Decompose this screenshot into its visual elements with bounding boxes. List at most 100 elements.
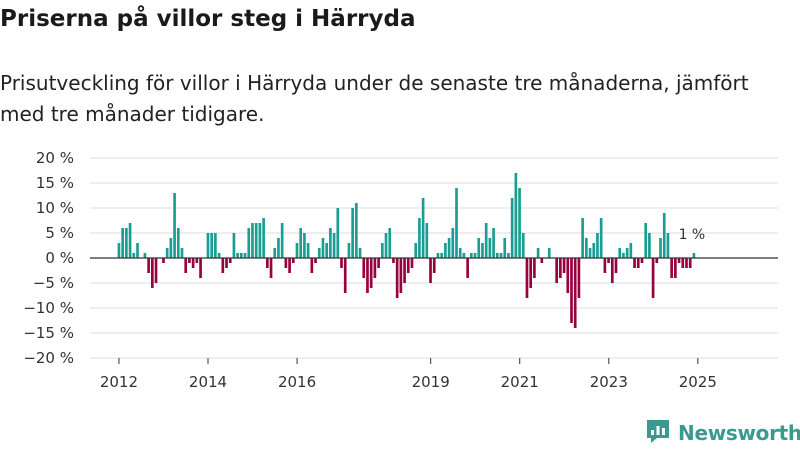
bar [299, 228, 303, 258]
bar [644, 223, 648, 258]
bar [610, 258, 614, 283]
bar [429, 258, 432, 283]
bar [585, 238, 588, 258]
bar [121, 228, 124, 258]
bar [291, 258, 295, 263]
bar [614, 258, 618, 273]
bar [210, 233, 214, 258]
bar [117, 243, 121, 258]
bar [269, 258, 273, 278]
bar [288, 258, 291, 273]
bar [547, 248, 551, 258]
bar [388, 228, 392, 258]
bar [507, 253, 510, 258]
bar [343, 258, 347, 293]
bar [681, 258, 685, 268]
bar [236, 253, 239, 258]
bar [366, 258, 369, 293]
bar [247, 228, 251, 258]
bar [633, 258, 636, 268]
bar [570, 258, 573, 323]
bar [503, 238, 507, 258]
bar [440, 253, 443, 258]
bar [533, 258, 536, 278]
bar [432, 258, 436, 273]
bar [599, 218, 603, 258]
bar [162, 258, 165, 263]
bar [603, 258, 607, 273]
bar [540, 258, 544, 263]
bar [377, 258, 380, 268]
bar [173, 193, 176, 258]
bar [351, 208, 354, 258]
bar [421, 198, 425, 258]
bar [295, 243, 299, 258]
y-tick-label: 20 % [36, 149, 74, 167]
bar [636, 258, 640, 268]
bar [473, 253, 477, 258]
bar [455, 188, 458, 258]
bar [314, 258, 317, 263]
bar [410, 258, 414, 268]
bar [648, 233, 651, 258]
bar [362, 258, 366, 278]
bar [317, 248, 321, 258]
bar [651, 258, 655, 298]
bar [184, 258, 188, 273]
bar [373, 258, 377, 278]
bar [692, 253, 696, 258]
bar [340, 258, 343, 268]
y-tick-label: 5 % [45, 224, 74, 242]
bar [403, 258, 406, 283]
x-tick-label: 2012 [100, 373, 138, 391]
bar [143, 253, 147, 258]
bar [662, 213, 666, 258]
bar [180, 248, 184, 258]
newsworthy-logo-icon [644, 417, 672, 449]
bar [154, 258, 158, 283]
bar [310, 258, 314, 273]
bar [566, 258, 570, 293]
bar [399, 258, 403, 293]
bar [132, 253, 136, 258]
bar [280, 223, 284, 258]
bar [536, 248, 540, 258]
bar [588, 248, 592, 258]
bar [618, 248, 622, 258]
bar [510, 198, 514, 258]
bar [436, 253, 440, 258]
bar [195, 258, 199, 263]
bar [228, 258, 232, 263]
bar [392, 258, 395, 263]
bar [607, 258, 610, 263]
y-tick-label: 15 % [36, 174, 74, 192]
bar [444, 243, 447, 258]
bar [265, 258, 269, 268]
bar [321, 238, 325, 258]
bar [395, 258, 399, 298]
bar [258, 223, 262, 258]
bars [117, 173, 696, 328]
bar [277, 238, 280, 258]
bar [481, 243, 484, 258]
bar [191, 258, 195, 268]
bar [206, 233, 210, 258]
bar [458, 248, 462, 258]
bar [625, 248, 629, 258]
y-tick-label: −15 % [23, 324, 74, 342]
y-tick-label: 10 % [36, 199, 74, 217]
bar [495, 253, 499, 258]
bar [406, 258, 410, 273]
y-tick-label: −5 % [33, 274, 74, 292]
bar [674, 258, 677, 278]
bar [221, 258, 225, 273]
bar [136, 243, 139, 258]
bar [477, 238, 481, 258]
bar [521, 233, 525, 258]
bar [414, 243, 418, 258]
bar [418, 218, 421, 258]
bar [466, 258, 469, 278]
bar [355, 203, 358, 258]
bar [243, 253, 247, 258]
bar [251, 223, 254, 258]
